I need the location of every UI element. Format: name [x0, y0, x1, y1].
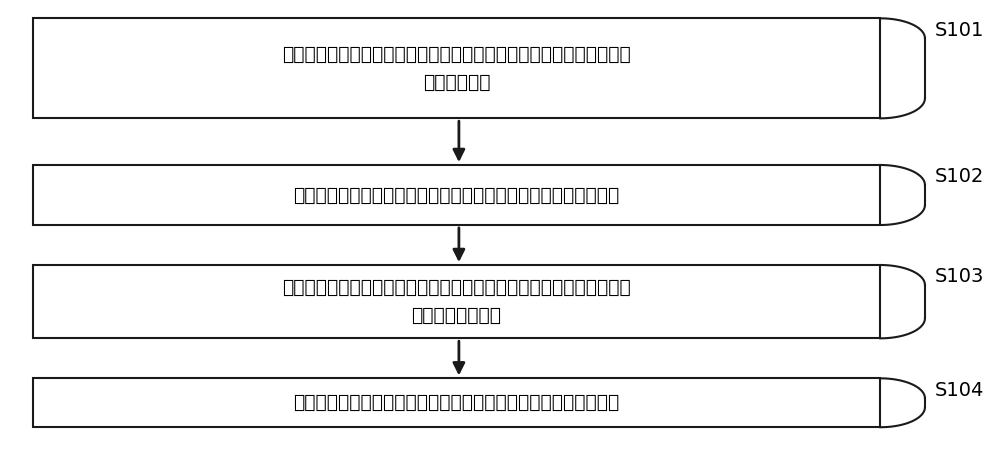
Text: 根据限流阈值对各个预设档次内的分销商的接口访问请求进行限流: 根据限流阈值对各个预设档次内的分销商的接口访问请求进行限流	[293, 393, 620, 412]
Bar	[33, 18, 880, 118]
Bar	[33, 378, 880, 427]
Text: S103: S103	[935, 267, 984, 286]
Bar	[33, 265, 880, 338]
Text: 基于各个分销商接口的历史成交数据将分销商按第一预设比例划分至对
应的预设档次: 基于各个分销商接口的历史成交数据将分销商按第一预设比例划分至对 应的预设档次	[282, 45, 631, 92]
Bar	[33, 165, 880, 225]
Text: S102: S102	[935, 167, 984, 186]
Text: S104: S104	[935, 381, 984, 400]
Text: 获取服务器的当前性能参数，并根据当前性能参数确认总限流阈值: 获取服务器的当前性能参数，并根据当前性能参数确认总限流阈值	[293, 185, 620, 204]
Text: 根据第二预设比例将总限流阈值划分至各个预设档次，得到每个预设档
次对应的限流阈值: 根据第二预设比例将总限流阈值划分至各个预设档次，得到每个预设档 次对应的限流阈值	[282, 278, 631, 325]
Text: S101: S101	[935, 21, 984, 40]
